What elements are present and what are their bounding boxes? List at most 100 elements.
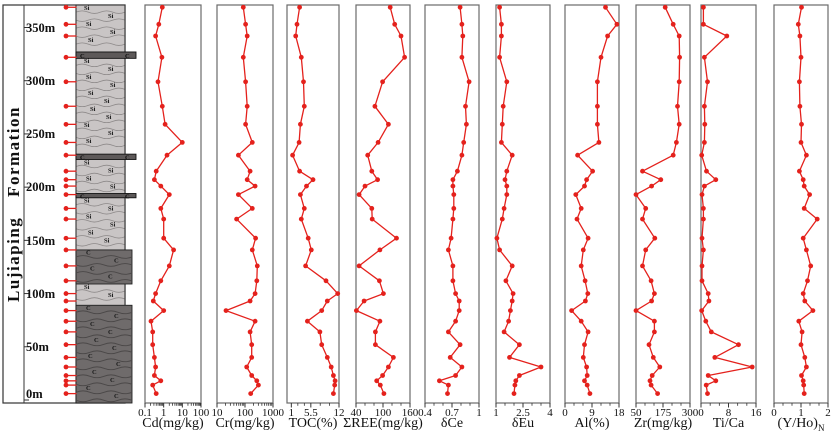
data-point: [153, 364, 159, 370]
chart-6: 0 9 18: [562, 4, 625, 419]
data-point: [585, 235, 591, 241]
data-point: [804, 152, 809, 158]
data-point: [705, 373, 711, 378]
data-point: [159, 4, 165, 10]
tick-label: 0.7: [445, 407, 459, 419]
data-point: [381, 391, 387, 396]
data-point: [497, 247, 502, 253]
data-point: [799, 373, 804, 378]
data-point: [387, 4, 393, 10]
data-point: [582, 378, 587, 384]
data-point: [249, 140, 255, 145]
data-point: [647, 378, 653, 384]
litho-letter: Si: [104, 98, 110, 105]
data-point: [158, 183, 164, 189]
litho-letter: Si: [110, 29, 116, 36]
data-point: [670, 152, 676, 158]
data-point: [676, 33, 682, 39]
litho-wave: [75, 103, 126, 108]
data-point: [446, 329, 451, 335]
data-point: [369, 168, 375, 174]
data-point: [797, 79, 802, 85]
tick-label: 160: [402, 407, 419, 419]
axis-title-zr: Zr(mg/kg): [633, 416, 693, 431]
data-point: [713, 177, 719, 183]
data-point: [252, 291, 258, 296]
data-point: [504, 183, 510, 189]
data-point: [675, 103, 680, 109]
tick-label: 0.1: [138, 407, 152, 419]
data-point: [584, 382, 590, 388]
data-point: [377, 278, 382, 284]
tick-label: 10: [212, 407, 224, 419]
data-point: [802, 298, 808, 304]
data-point: [293, 33, 299, 39]
sample-marker: [63, 54, 69, 60]
data-point: [652, 329, 657, 335]
sample-marker: [63, 4, 69, 10]
data-point: [578, 318, 584, 324]
data-point: [450, 216, 456, 222]
data-point: [356, 263, 362, 269]
formation-label: Lujiaping Formation: [3, 106, 23, 302]
litho-wave: [75, 342, 133, 347]
data-point: [402, 54, 407, 60]
tick-label: 1: [289, 407, 295, 419]
litho-wave: [75, 71, 126, 76]
data-point: [247, 298, 253, 304]
litho-letter: C: [125, 193, 130, 200]
litho-wave: [75, 79, 126, 84]
lithology-column: SiSiSiSiSiSiSiSiSiSiSiSiSiSiSiSiSiSiSiSi…: [75, 4, 137, 404]
data-point: [510, 291, 516, 296]
plot-box: [495, 4, 551, 404]
data-point: [658, 177, 664, 183]
data-point: [578, 206, 584, 211]
depth-label-350m: 350m: [26, 20, 56, 35]
data-point: [456, 308, 462, 313]
chart-9: 0 1 2: [771, 4, 831, 419]
axis-title-cr: Cr(mg/kg): [215, 416, 275, 431]
data-point: [796, 318, 802, 324]
data-point: [450, 177, 456, 183]
tick-label: 8: [726, 407, 732, 419]
data-point: [705, 391, 710, 396]
data-point: [249, 206, 255, 211]
litho-wave: [75, 326, 133, 331]
litho-letter: Si: [108, 292, 114, 299]
data-point: [447, 355, 453, 360]
data-point: [701, 206, 706, 211]
data-point: [749, 364, 755, 370]
sample-marker: [63, 206, 69, 211]
data-point: [702, 140, 707, 145]
tick-label: 0: [698, 407, 704, 419]
data-point: [800, 235, 806, 241]
litho-letter: C: [112, 345, 117, 352]
data-point: [499, 216, 505, 222]
chart-7: 50 175 300: [631, 4, 699, 419]
data-point: [598, 54, 604, 60]
data-point: [799, 329, 805, 335]
data-point: [297, 4, 302, 10]
data-point: [670, 21, 676, 27]
data-point: [797, 33, 803, 39]
data-point: [640, 168, 645, 174]
data-point: [249, 342, 255, 348]
data-point: [377, 318, 383, 324]
data-point: [451, 206, 457, 211]
plot-box: [355, 4, 411, 404]
data-point: [800, 291, 806, 296]
plot-box: [424, 4, 480, 404]
litho-wave: [75, 18, 126, 22]
data-point: [798, 140, 804, 145]
litho-letter: C: [110, 377, 115, 384]
axis-title-tica: Ti/Ca: [712, 416, 745, 431]
tick-label: 4: [547, 407, 553, 419]
litho-letter: Si: [86, 21, 92, 28]
litho-section-c: C C C C: [75, 249, 133, 285]
sample-marker: [63, 382, 69, 388]
data-point: [674, 140, 679, 145]
litho-letter: C: [94, 337, 99, 344]
litho-wave: [75, 127, 126, 132]
data-point: [453, 291, 458, 296]
